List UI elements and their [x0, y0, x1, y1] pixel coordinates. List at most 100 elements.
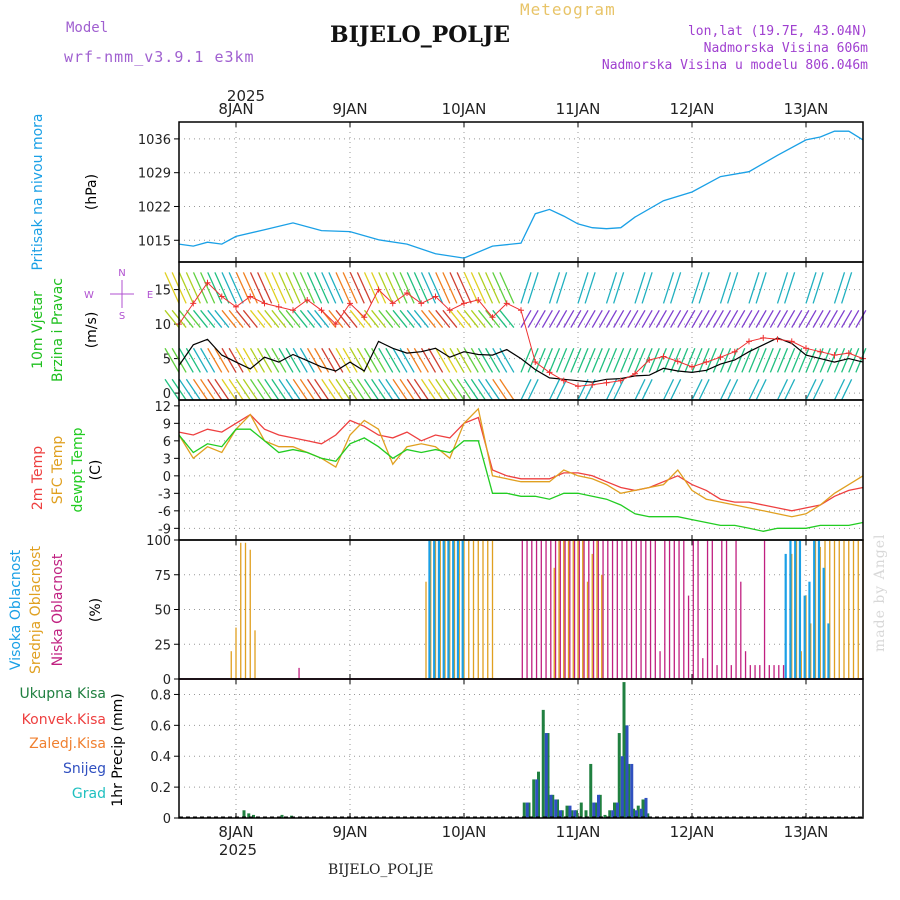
- wind-arrow: [442, 309, 458, 328]
- low-cloud-bar: [616, 540, 618, 679]
- wind-gust-marker: [190, 300, 197, 307]
- ylabel-dewpt: dewpt Temp: [70, 427, 86, 512]
- wind-arrow: [634, 272, 646, 304]
- wind-arrow: [712, 309, 724, 328]
- wind-arrow: [200, 378, 216, 401]
- total-precip-bar: [522, 802, 526, 818]
- total-precip-bar: [636, 805, 640, 818]
- wind-arrow: [833, 379, 846, 401]
- top-axis-date: 11JAN: [556, 100, 601, 118]
- wind-arrow: [278, 347, 294, 373]
- wind-gust-marker: [261, 300, 268, 307]
- wind-gust-marker: [432, 293, 439, 300]
- snow-bar: [625, 725, 629, 818]
- mid-cloud-bar: [824, 540, 826, 679]
- wind-arrow: [371, 309, 387, 328]
- snow-bar: [620, 756, 624, 818]
- wind-arrow: [221, 272, 237, 304]
- total-precip-bar: [622, 682, 626, 818]
- wind-arrow: [292, 309, 308, 328]
- wind-arrow: [363, 347, 380, 373]
- wind-arrow: [214, 378, 230, 401]
- wind-arrow: [691, 348, 703, 373]
- wind-arrow: [264, 378, 280, 401]
- wind-arrow: [798, 309, 810, 328]
- wind-arrow: [449, 347, 465, 373]
- y-tick-label: -9: [158, 522, 171, 537]
- low-cloud-bar: [659, 651, 661, 679]
- low-cloud-bar: [564, 540, 566, 679]
- wind-arrow: [306, 378, 323, 401]
- mid-cloud-bar: [244, 542, 247, 679]
- top-axis-date: 8JAN: [218, 100, 253, 118]
- wind-arrow: [185, 378, 201, 401]
- wind-gust-marker: [518, 307, 524, 314]
- wind-arrow: [185, 309, 201, 328]
- wind-arrow: [385, 347, 401, 373]
- mid-cloud-bar: [453, 540, 456, 679]
- ylabel-precip: 1hr Precip (mm): [110, 693, 126, 806]
- wind-arrow: [449, 378, 465, 401]
- y-tick-label: 9: [163, 417, 171, 432]
- low-cloud-bar: [683, 540, 685, 679]
- wind-arrow: [485, 378, 501, 401]
- mid-cloud-bar: [810, 623, 812, 679]
- bottom-axis-date: 11JAN: [556, 823, 601, 841]
- wind-arrow: [527, 348, 539, 373]
- model-label: Model: [66, 20, 109, 36]
- wind-arrow: [214, 347, 230, 373]
- panel-wind: 0 5 10 15 10m Vjetar Brzina i Pravac (m/s) N S E W: [30, 261, 867, 402]
- wind-arrow: [570, 348, 582, 373]
- wind-gust-marker: [375, 286, 382, 293]
- wind-arrow: [164, 272, 180, 304]
- low-cloud-bar: [668, 540, 671, 679]
- wind-arrow: [719, 272, 732, 304]
- wind-arrow: [527, 379, 539, 401]
- high-cloud-bar: [452, 540, 455, 679]
- y-tick-label: 12: [154, 400, 171, 415]
- wind-gust-marker: [603, 379, 610, 386]
- total-precip-bar: [641, 799, 645, 818]
- wind-gust-marker: [347, 300, 353, 307]
- wind-arrow: [499, 272, 515, 304]
- wind-arrow: [221, 347, 237, 373]
- mid-cloud-bar: [482, 540, 484, 679]
- wind-arrow: [477, 378, 494, 401]
- wind-arrow: [292, 272, 308, 304]
- wind-arrow: [477, 347, 494, 373]
- wind-arrow: [463, 378, 479, 401]
- mid-cloud-bar: [800, 651, 802, 679]
- wind-arrow: [833, 272, 846, 304]
- total-precip-bar: [603, 814, 607, 818]
- low-cloud-bar: [535, 540, 538, 679]
- wind-arrow: [784, 272, 796, 304]
- wind-arrow: [456, 347, 472, 373]
- bottom-axis-date: 9JAN: [332, 823, 367, 841]
- wind-arrow: [328, 378, 344, 401]
- wind-arrow: [492, 378, 508, 401]
- mid-cloud-bar: [425, 581, 427, 679]
- dewpt-line: [178, 428, 864, 532]
- wind-arrow: [235, 347, 251, 373]
- total-precip-bar: [575, 810, 578, 818]
- high-cloud-bar: [798, 540, 802, 679]
- total-precip-bar: [627, 763, 631, 818]
- wind-arrow: [805, 272, 817, 304]
- pressure-line: [178, 130, 864, 259]
- wind-arrow: [855, 348, 867, 373]
- low-cloud-bar: [298, 667, 300, 679]
- wind-gust-marker: [546, 369, 553, 376]
- y-tick-label: 1029: [138, 167, 171, 182]
- wind-arrow: [449, 272, 465, 304]
- wind-arrow: [356, 347, 372, 373]
- wind-arrow: [192, 309, 209, 328]
- wind-arrow: [791, 309, 803, 328]
- wind-arrow: [691, 379, 703, 401]
- wind-arrow: [548, 348, 561, 373]
- snow-bar: [592, 802, 596, 818]
- wind-arrow: [748, 309, 760, 328]
- total-precip-bar: [532, 779, 536, 818]
- y-tick-label: 10: [154, 318, 171, 333]
- wind-arrow: [420, 272, 437, 304]
- ylabel-cloud-unit: (%): [88, 598, 104, 622]
